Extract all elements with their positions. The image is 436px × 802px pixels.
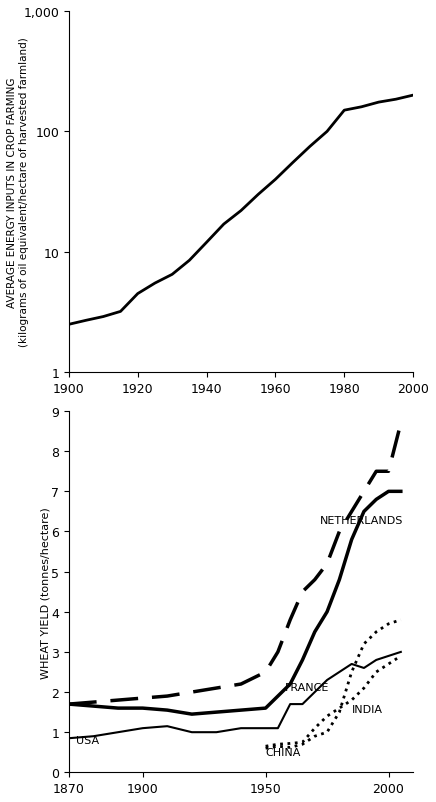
Y-axis label: WHEAT YIELD (tonnes/hectare): WHEAT YIELD (tonnes/hectare) xyxy=(41,506,51,678)
Text: INDIA: INDIA xyxy=(352,704,383,715)
Text: FRANCE: FRANCE xyxy=(285,683,330,692)
Text: USA: USA xyxy=(76,735,99,746)
Text: NETHERLANDS: NETHERLANDS xyxy=(320,516,403,526)
Y-axis label: AVERAGE ENERGY INPUTS IN CROP FARMING
(kilograms of oil equivalent/hectare of ha: AVERAGE ENERGY INPUTS IN CROP FARMING (k… xyxy=(7,38,28,347)
Text: CHINA: CHINA xyxy=(266,747,301,758)
